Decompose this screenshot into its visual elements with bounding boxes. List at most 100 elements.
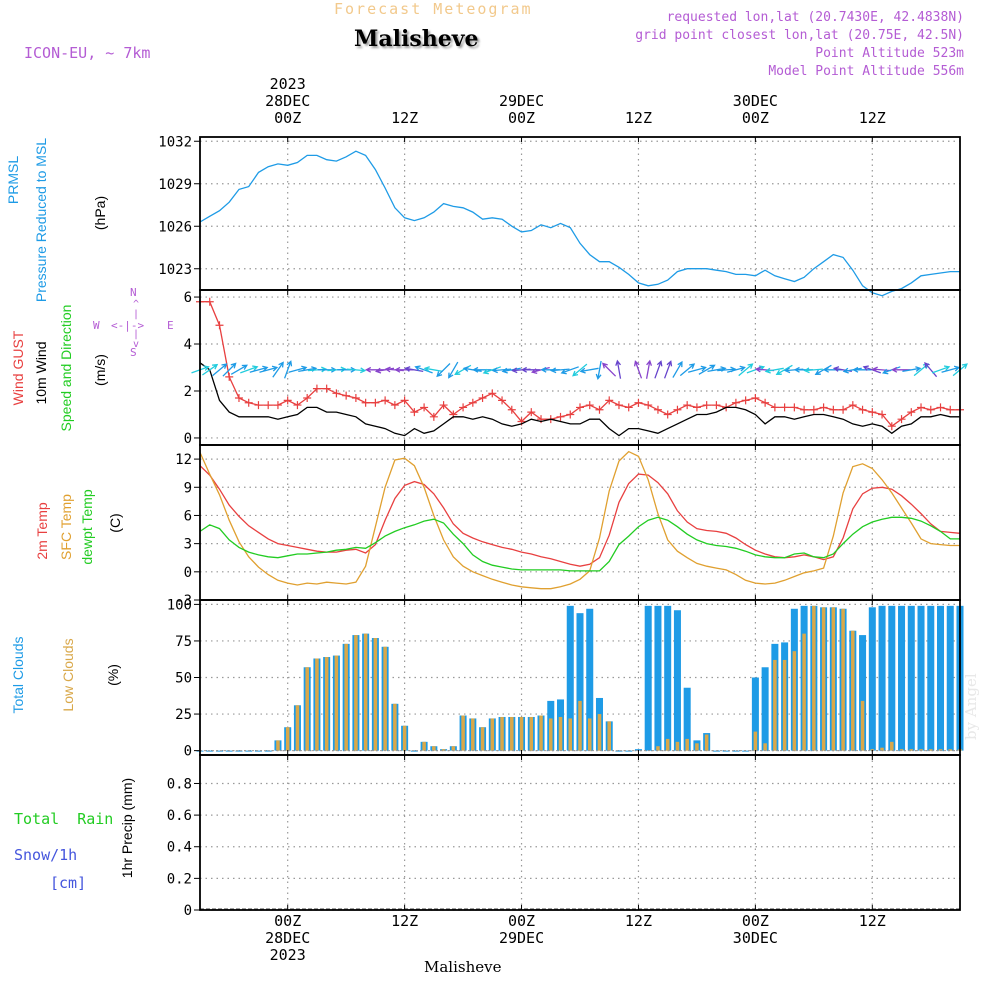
low-cloud-bar [451,746,456,751]
gust-point [761,398,770,407]
low-cloud-bar [753,731,758,751]
gust-point [790,403,799,412]
time-axis-label-line: 2023 [269,946,306,964]
wind-arrow [404,366,424,373]
gust-point [800,405,809,414]
time-axis-label: 29DEC 00Z [482,93,562,127]
gust-point [264,401,273,410]
wind-arrow [601,362,617,377]
wind-arrow [941,365,961,373]
y-tick-label: 1029 [158,177,192,193]
gust-point [293,401,302,410]
wind-arrow [222,362,237,377]
data-layer [191,150,968,910]
y-tick-label: 100 [167,597,192,613]
gust-point [429,412,438,421]
gust-point [273,401,282,410]
total-cloud-bar [654,605,662,751]
wind-arrow [560,366,579,375]
total-cloud-bar [673,610,681,751]
time-axis-label-line: 12Z [391,109,419,127]
frame-layer: 1023 1026 1029 1032 0 2 4 6 -3 0 3 6 9 12 0 25 50 75 100 0 0… [158,134,961,919]
total-cloud-bar [907,605,915,751]
time-axis-label-line: 30DEC [732,929,778,947]
gust-point [576,403,584,412]
low-cloud-bar [695,743,699,751]
gust-point [507,405,516,414]
gust-point [946,405,955,414]
low-cloud-bar [549,718,553,751]
wind-arrow [230,364,248,375]
time-axis-label-line: 00Z [507,109,536,127]
wind-arrow [423,366,443,373]
gust-point [566,410,575,419]
low-cloud-bar [782,659,787,751]
y-tick-label: 3 [184,537,192,553]
series-line-prmsl [199,150,960,297]
total-cloud-bar [586,608,594,751]
wind-arrow [365,366,385,373]
total-cloud-bar [254,750,262,752]
low-cloud-bar [675,741,680,751]
panel-frame [199,444,961,601]
wind-arrow [688,365,707,373]
wind-arrow [448,361,459,379]
gust-point [848,401,857,410]
y-tick-label: 25 [175,707,192,723]
total-cloud-bar [732,750,740,752]
total-cloud-bar [215,750,223,752]
wind-arrow [698,364,716,375]
time-axis-label-line: 12Z [624,912,652,930]
compass-e: E [167,319,174,332]
gust-point [254,401,263,410]
gust-point [751,394,760,403]
wind-arrow [414,365,433,374]
gust-point [381,396,390,405]
gust-point [527,408,536,417]
y-tick-label: 1032 [158,134,192,150]
low-cloud-bar [354,635,358,751]
wind-arrow [249,365,269,373]
gust-point [283,396,292,405]
low-cloud-bar [373,638,378,751]
gust-point [303,394,312,403]
time-axis-label-line: 12Z [858,109,886,127]
forecast-meteogram-label: Forecast Meteogram [334,0,533,18]
point-altitude: Point Altitude 523m [815,46,964,61]
low-cloud-bar [656,746,660,751]
total-cloud-bar [927,605,935,751]
low-cloud-bar [519,716,524,751]
wind-arrow [374,367,395,374]
gust-point [809,405,818,414]
gust-point [459,403,468,412]
low-cloud-bar [665,738,670,751]
time-axis-label-line: 12Z [624,109,652,127]
time-axis-label: 12Z [832,913,912,930]
y-tick-label: 9 [184,480,192,496]
low-cloud-bar [860,700,865,751]
time-axis-label-line: 12Z [858,912,886,930]
time-axis-label-line: 29DEC [498,929,545,947]
time-axis-label-line: 28DEC [265,92,311,110]
low-cloud-bar [305,667,309,751]
gust-point [878,410,887,419]
low-cloud-bar [812,605,816,751]
wind-arrow [645,359,653,379]
gust-point [673,405,682,414]
gust-point [712,401,721,410]
low-cloud-bar [539,715,543,751]
wind-arrow [775,364,793,375]
total-cloud-bar [722,750,730,752]
gust-point [351,394,360,403]
wind-arrow [862,365,882,374]
low-cloud-bar [597,714,602,751]
wind-arrow [727,365,746,373]
wind-arrow [491,367,512,374]
gust-point [770,403,779,412]
low-cloud-bar [880,747,884,751]
total-rain-label: Total Rain [14,810,114,828]
wind-arrow [472,366,492,373]
page-title: Malisheve [354,26,479,52]
wind-arrow [520,366,541,373]
wind-arrow [842,367,862,374]
